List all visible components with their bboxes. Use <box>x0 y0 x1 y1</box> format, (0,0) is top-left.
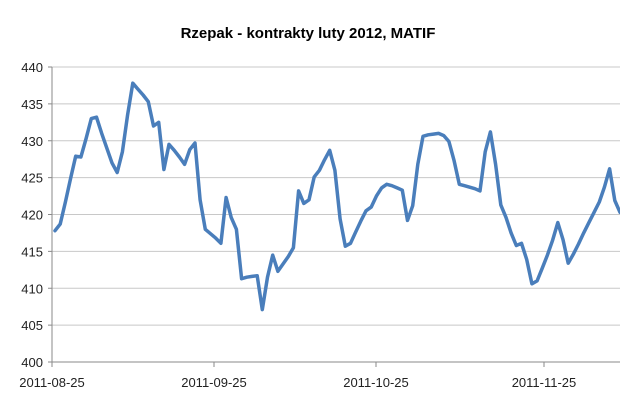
chart-title: Rzepak - kontrakty luty 2012, MATIF <box>181 25 436 42</box>
plot-area <box>53 81 620 312</box>
gridlines <box>52 66 620 363</box>
y-tick-label: 405 <box>21 318 43 333</box>
x-tick-label: 2011-08-25 <box>19 375 85 390</box>
y-tick-label: 425 <box>21 171 43 186</box>
y-tick-label: 420 <box>21 208 43 223</box>
x-tick-label: 2011-11-25 <box>512 375 577 390</box>
y-tick-label: 415 <box>21 244 43 259</box>
y-tick-label: 410 <box>21 281 43 296</box>
x-axis: 2011-08-25 2011-09-25 2011-10-25 2011-11-25 <box>19 361 620 390</box>
x-tick-label: 2011-10-25 <box>343 375 409 390</box>
y-tick-label: 440 <box>21 60 43 75</box>
series-line <box>53 81 620 312</box>
y-tick-label: 435 <box>21 97 43 112</box>
y-tick-label: 430 <box>21 134 43 149</box>
x-tick-label: 2011-09-25 <box>181 375 247 390</box>
y-tick-label: 400 <box>21 355 43 370</box>
y-axis: 400 405 410 415 420 425 430 435 440 <box>21 60 53 370</box>
